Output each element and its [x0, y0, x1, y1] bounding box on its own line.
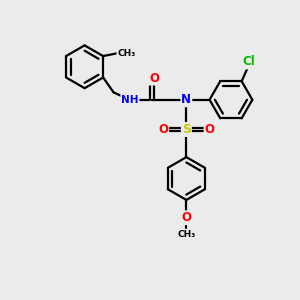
Text: N: N — [182, 93, 191, 106]
Text: CH₃: CH₃ — [117, 49, 136, 58]
Text: Cl: Cl — [243, 56, 256, 68]
Text: O: O — [205, 123, 214, 136]
Text: O: O — [182, 211, 191, 224]
Text: S: S — [182, 123, 191, 136]
Text: CH₃: CH₃ — [177, 230, 196, 238]
Text: O: O — [158, 123, 168, 136]
Text: O: O — [149, 72, 159, 85]
Text: NH: NH — [121, 95, 139, 105]
